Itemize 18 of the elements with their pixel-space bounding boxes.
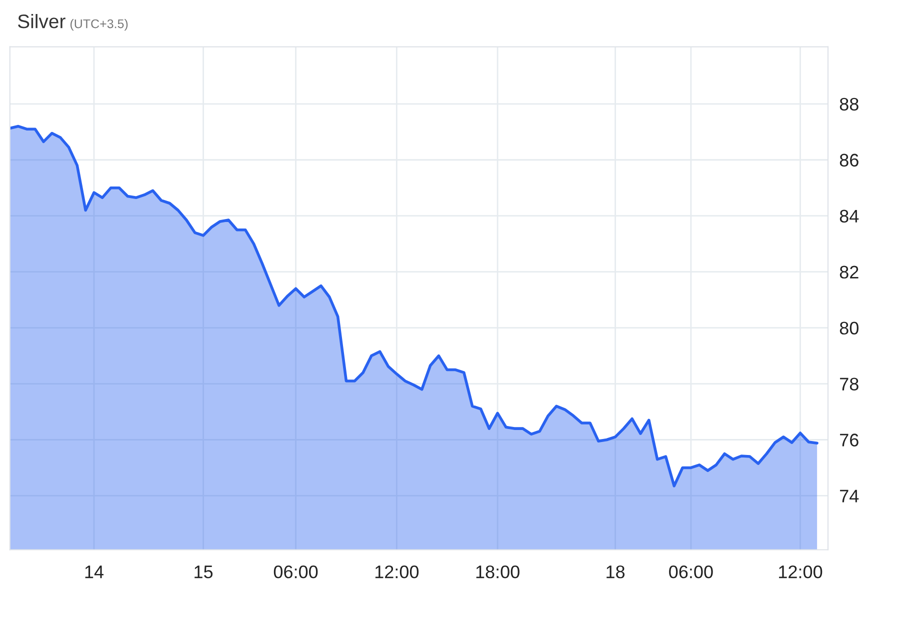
y-tick-label: 74 xyxy=(840,490,859,502)
x-tick-label: 15 xyxy=(194,566,213,578)
x-tick-label: 18:00 xyxy=(476,566,520,578)
x-tick-label: 18 xyxy=(606,566,625,578)
x-tick-label: 12:00 xyxy=(779,566,822,578)
x-tick-label: 06:00 xyxy=(669,566,713,578)
y-tick-label: 78 xyxy=(840,378,858,390)
y-tick-label: 80 xyxy=(840,322,858,335)
y-tick-label: 82 xyxy=(840,266,858,279)
x-tick-label: 06:00 xyxy=(274,566,318,578)
y-tick-label: 84 xyxy=(840,210,859,223)
y-tick-label: 88 xyxy=(840,98,858,111)
y-tick-label: 76 xyxy=(840,434,858,446)
x-tick-label: 12:00 xyxy=(375,566,419,578)
y-tick-label: 86 xyxy=(840,154,858,167)
chart-subtitle: (UTC+3.5) xyxy=(70,19,128,31)
x-tick-label: 14 xyxy=(85,566,104,578)
chart-title: Silver xyxy=(18,14,66,28)
